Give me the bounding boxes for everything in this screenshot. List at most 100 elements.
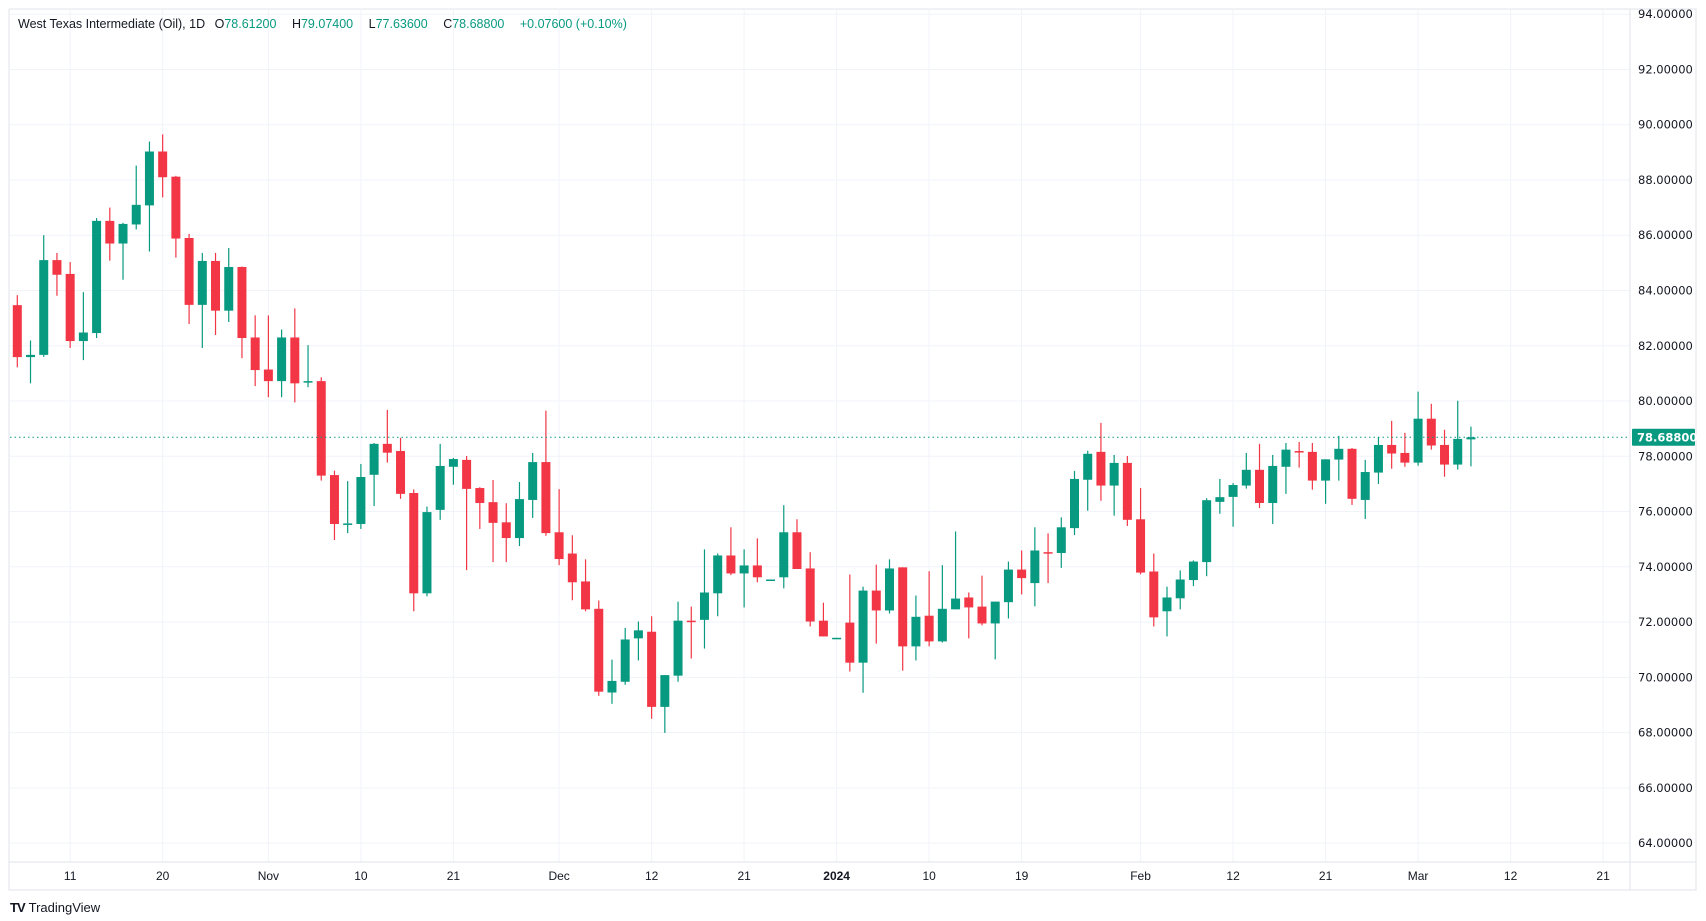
candle-body [1162, 597, 1172, 612]
candle [1426, 403, 1436, 450]
candle-body [1122, 462, 1132, 520]
time-tick-label: 21 [447, 869, 461, 883]
candle [475, 487, 485, 529]
open-label: O [214, 17, 225, 31]
candle-body [1255, 469, 1265, 503]
candle [1070, 470, 1079, 536]
candle [1083, 450, 1093, 511]
candle-body [779, 532, 789, 578]
time-tick-label: 21 [1596, 869, 1610, 883]
candle-body [845, 622, 855, 663]
candle [237, 266, 247, 359]
candle [1017, 550, 1027, 595]
time-tick-label: 10 [922, 869, 936, 883]
candle-body [713, 555, 723, 594]
time-tick-label: 12 [645, 869, 659, 883]
candle [263, 315, 273, 398]
time-tick-label: 10 [354, 869, 368, 883]
candle-body [1373, 444, 1383, 473]
candle-body [805, 568, 815, 622]
candle [1453, 400, 1463, 470]
candle-body [237, 267, 247, 339]
candle-body [1228, 485, 1238, 497]
candle-body [514, 499, 524, 539]
grid-lines [10, 10, 1630, 862]
price-tick-label: 64.00000 [1638, 836, 1693, 850]
candle-body [647, 631, 657, 707]
candle [303, 345, 313, 388]
candle [316, 377, 326, 481]
candle-body [396, 451, 406, 494]
candle [409, 489, 419, 612]
candle-body [1202, 500, 1212, 563]
candle-body [488, 502, 498, 523]
candle-body [1466, 437, 1476, 440]
candle [329, 470, 339, 540]
candle [739, 549, 749, 608]
candle [673, 601, 683, 682]
candle [871, 564, 881, 644]
candle-body [118, 223, 128, 244]
candle-body [964, 597, 974, 608]
candle [554, 489, 564, 566]
candle-body [1043, 552, 1053, 554]
candle-body [739, 565, 749, 574]
candle-body [633, 630, 643, 639]
candle [924, 571, 934, 647]
candle-body [1453, 438, 1463, 465]
candle [382, 409, 392, 463]
candle-body [1215, 497, 1225, 502]
candle [184, 233, 194, 324]
candle [752, 538, 762, 583]
candle [633, 621, 643, 661]
candle-body [937, 608, 947, 642]
candle [977, 575, 987, 626]
candle [144, 141, 154, 252]
candle [52, 252, 62, 296]
price-tick-label: 70.00000 [1638, 670, 1693, 684]
change-value: +0.07600 (+0.10%) [519, 17, 627, 31]
candle-body [977, 606, 987, 624]
tradingview-logo[interactable]: TV TradingView [10, 900, 100, 915]
candle-body [951, 598, 961, 610]
candle-body [501, 522, 511, 539]
candle-body [382, 443, 392, 453]
candle [541, 410, 551, 536]
candle-body [832, 637, 842, 640]
candle [805, 552, 815, 627]
price-axis[interactable]: 94.00000 92.00000 90.00000 88.00000 86.00000… [1638, 7, 1693, 850]
time-tick-label: Dec [548, 869, 569, 883]
price-tick-label: 66.00000 [1638, 781, 1693, 795]
candle [250, 315, 260, 387]
candle [1056, 517, 1066, 568]
candle [277, 329, 287, 398]
candle-body [1017, 569, 1027, 579]
candle [832, 637, 842, 640]
candle-body [699, 592, 709, 620]
candle-body [1109, 462, 1119, 486]
candle [1440, 429, 1450, 477]
candle [1096, 422, 1106, 501]
high-label: H [291, 17, 301, 31]
time-axis[interactable]: 11 20 Nov 10 21 Dec 12 21 2024 10 19 Feb 12 21 Mar 12 21 [64, 869, 1610, 883]
candle-body [528, 462, 538, 500]
candle-body [1149, 571, 1159, 618]
candle [779, 505, 789, 589]
last-price-badge: 78.68800 [1632, 428, 1697, 446]
candle [898, 567, 908, 671]
candle [1347, 447, 1357, 505]
candle-body [871, 590, 881, 611]
candle-body [435, 465, 445, 510]
candle [1188, 560, 1198, 587]
candle [713, 553, 723, 617]
candle [1400, 432, 1410, 467]
candle-body [1175, 579, 1185, 599]
candle [660, 675, 670, 733]
candle-body [1070, 478, 1079, 529]
candle-body [26, 354, 36, 358]
candle [488, 480, 498, 563]
candle-body [1003, 569, 1013, 603]
candle [581, 559, 591, 612]
candle-body [329, 475, 339, 524]
